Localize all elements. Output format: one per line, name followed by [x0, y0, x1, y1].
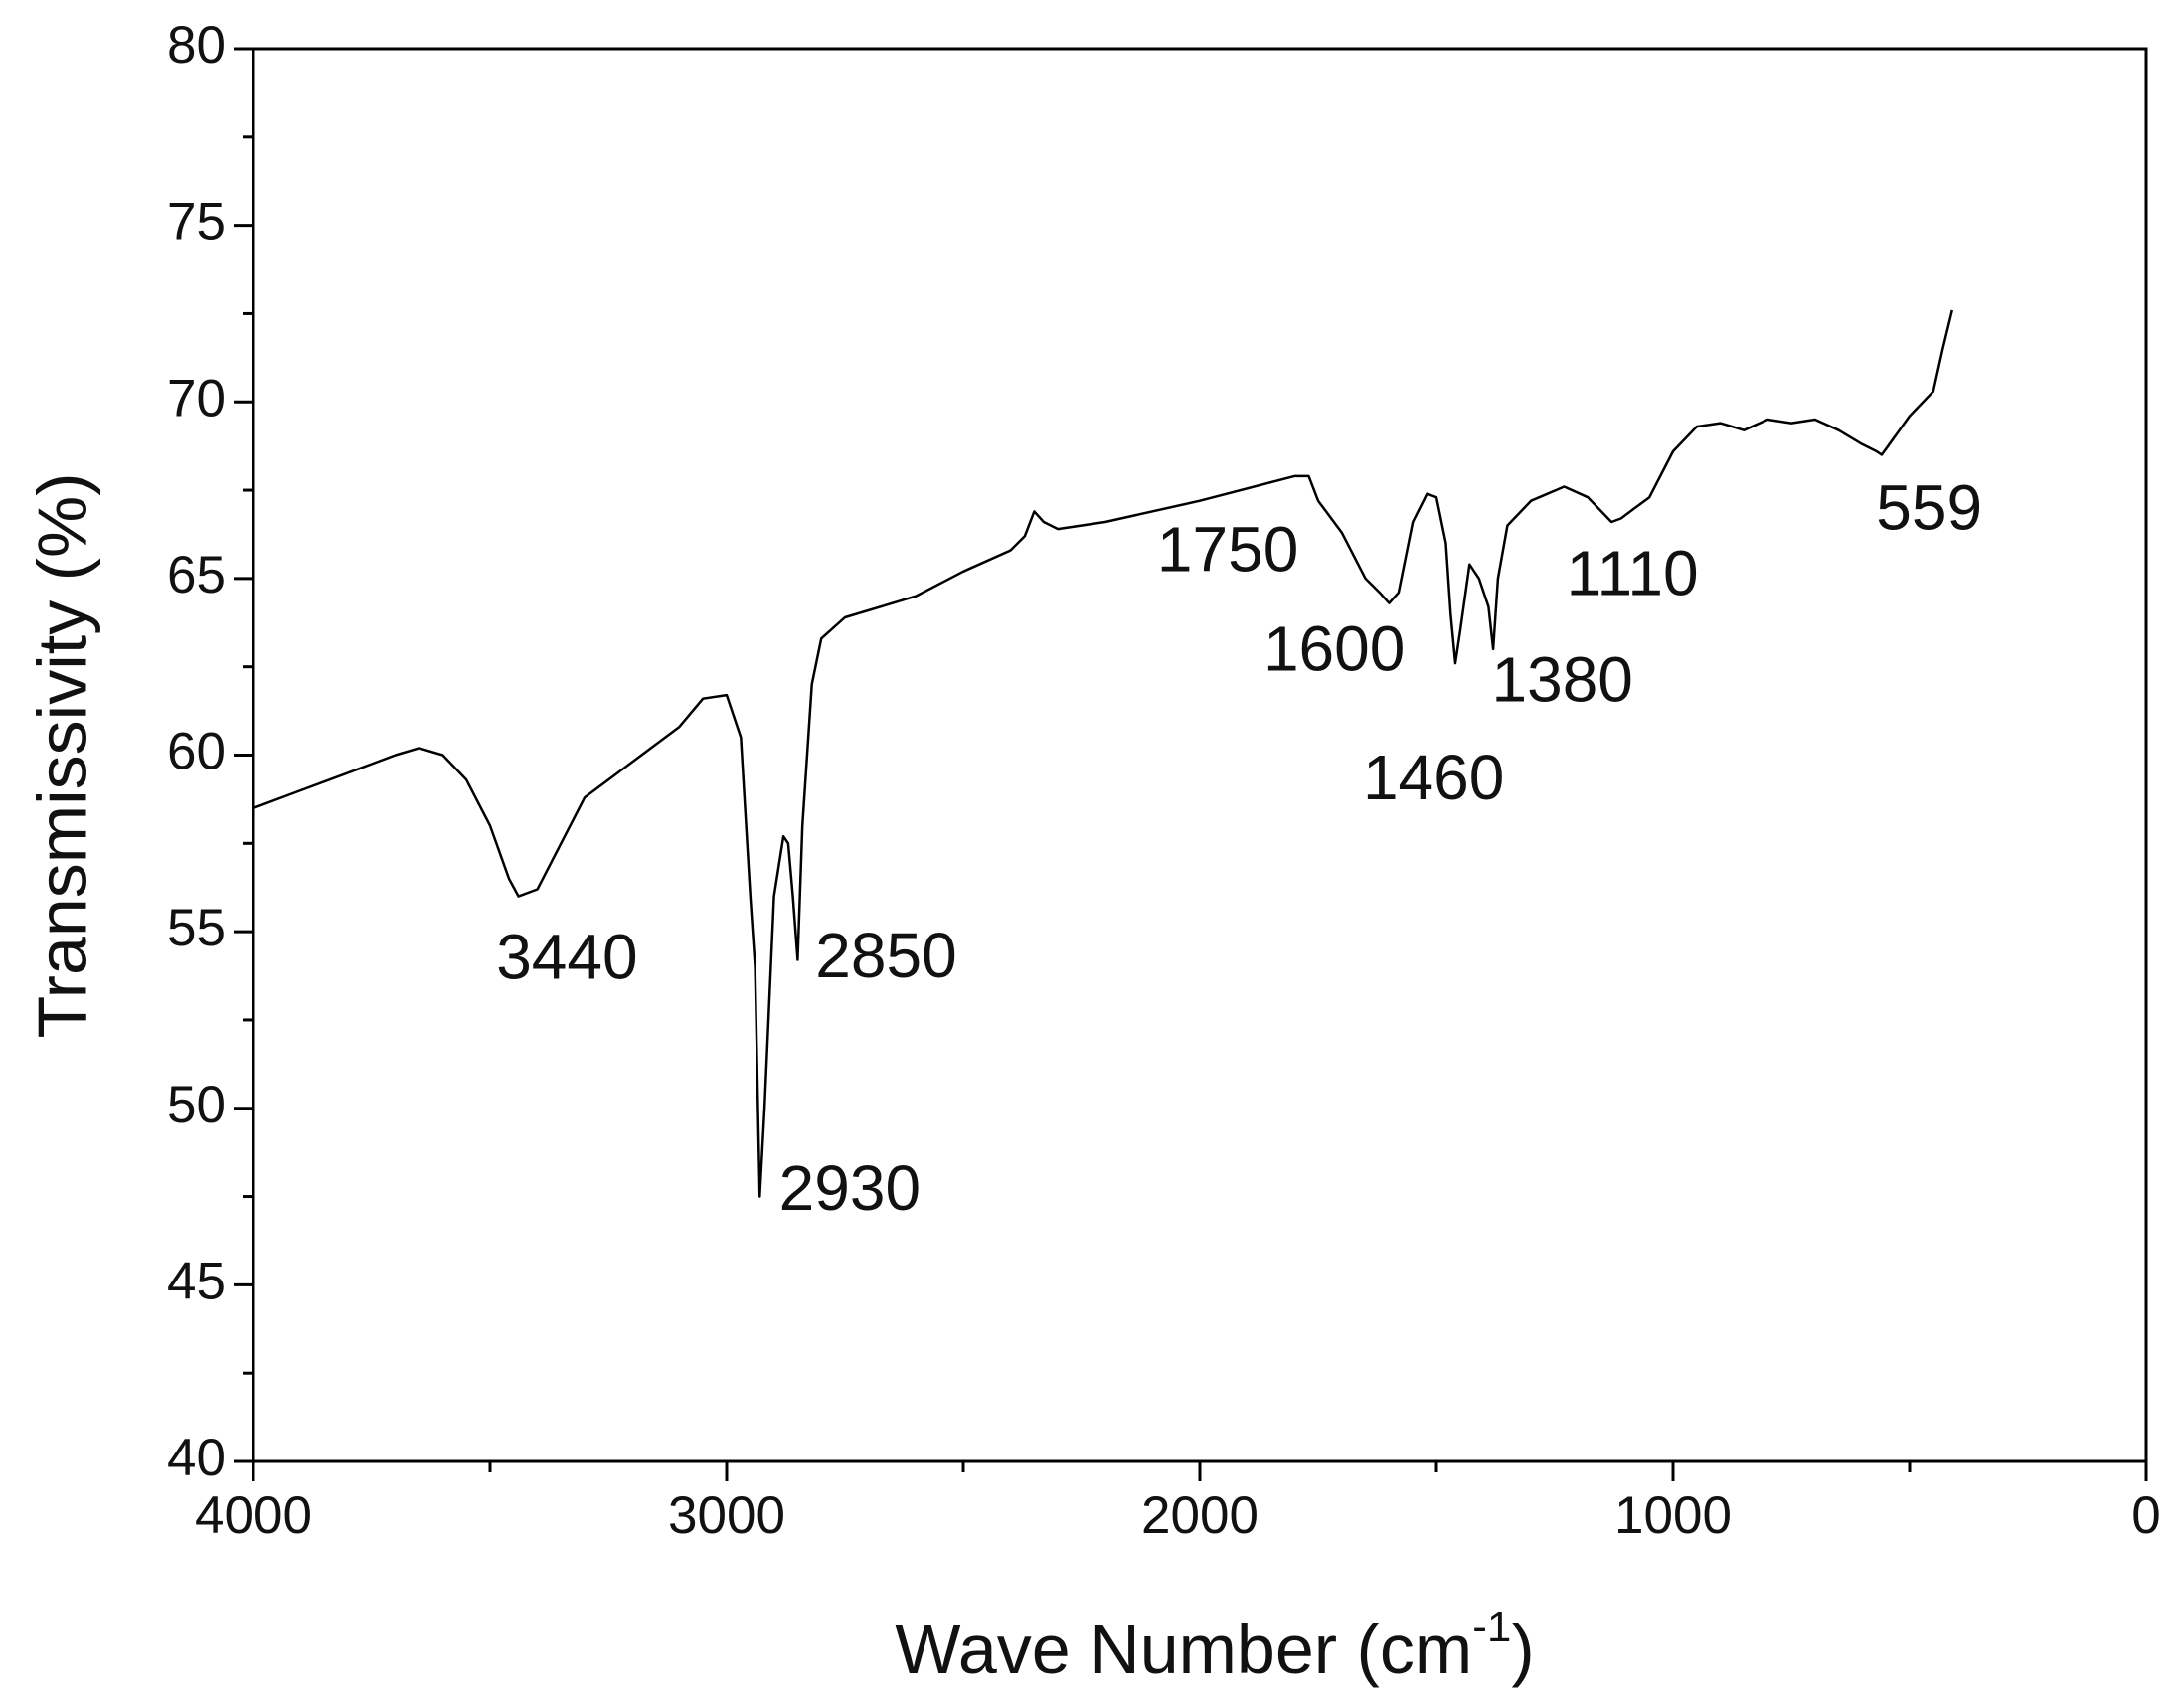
plot-frame	[252, 47, 2148, 1463]
x-tick-label: 4000	[195, 1486, 312, 1545]
peak-label: 1600	[1263, 613, 1405, 685]
y-tick-label: 80	[167, 16, 226, 75]
peak-label: 1750	[1157, 514, 1298, 586]
spectrum-line	[252, 309, 1954, 1198]
y-tick-label: 50	[167, 1076, 226, 1134]
y-tick-label: 45	[167, 1252, 226, 1310]
x-tick-label: 2000	[1141, 1486, 1259, 1545]
x-tick-label: 1000	[1614, 1486, 1732, 1545]
peak-label: 1460	[1363, 742, 1504, 813]
peak-label: 559	[1876, 471, 1982, 543]
peak-label: 3440	[496, 921, 637, 992]
x-tick-label: 3000	[668, 1486, 785, 1545]
peak-label: 1110	[1567, 538, 1699, 609]
peak-label: 2930	[779, 1152, 921, 1224]
x-axis-label: Wave Number (cm-1)	[895, 1603, 1534, 1689]
peak-label: 2850	[815, 920, 956, 991]
y-tick-label: 70	[167, 369, 226, 427]
y-tick-label: 60	[167, 723, 226, 781]
y-axis-label: Transmissivity (%)	[23, 472, 100, 1038]
y-tick-label: 55	[167, 899, 226, 957]
peak-label: 1380	[1492, 644, 1633, 716]
y-tick-label: 65	[167, 546, 226, 604]
x-tick-label: 0	[2131, 1486, 2160, 1545]
y-tick-label: 75	[167, 193, 226, 252]
y-tick-label: 40	[167, 1429, 226, 1487]
